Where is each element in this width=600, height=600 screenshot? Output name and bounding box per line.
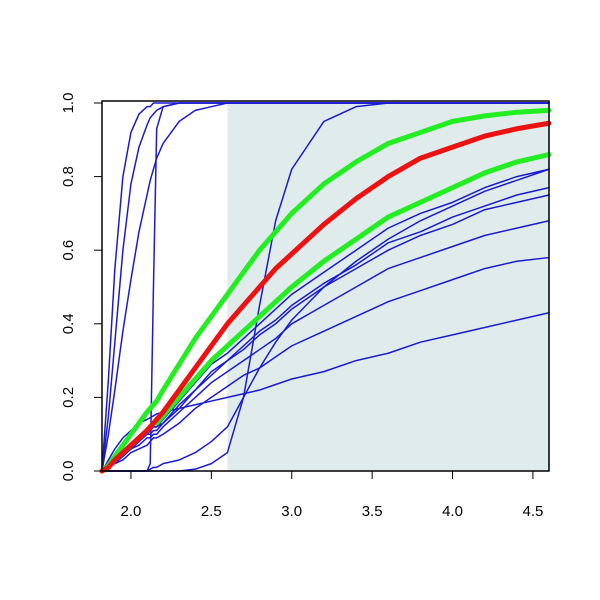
series-line	[99, 120, 552, 474]
y-tick-label: 1.0	[60, 93, 77, 114]
x-tick-label: 4.0	[442, 503, 463, 520]
series-line	[101, 256, 550, 472]
y-tick-label: 0.0	[60, 461, 77, 482]
x-tick-label: 4.5	[522, 503, 543, 520]
y-tick-label: 0.4	[60, 313, 77, 334]
series-line	[101, 220, 550, 472]
series-line	[101, 186, 550, 472]
series-line	[99, 107, 552, 474]
x-tick-label: 2.0	[121, 503, 142, 520]
x-tick-label: 3.0	[281, 503, 302, 520]
y-tick-label: 0.2	[60, 387, 77, 408]
shaded-region	[227, 103, 549, 471]
y-tick-label: 0.8	[60, 166, 77, 187]
x-tick-label: 3.5	[362, 503, 383, 520]
plot-frame	[101, 100, 550, 472]
y-tick-label: 0.6	[60, 240, 77, 261]
x-tick-label: 2.5	[201, 503, 222, 520]
